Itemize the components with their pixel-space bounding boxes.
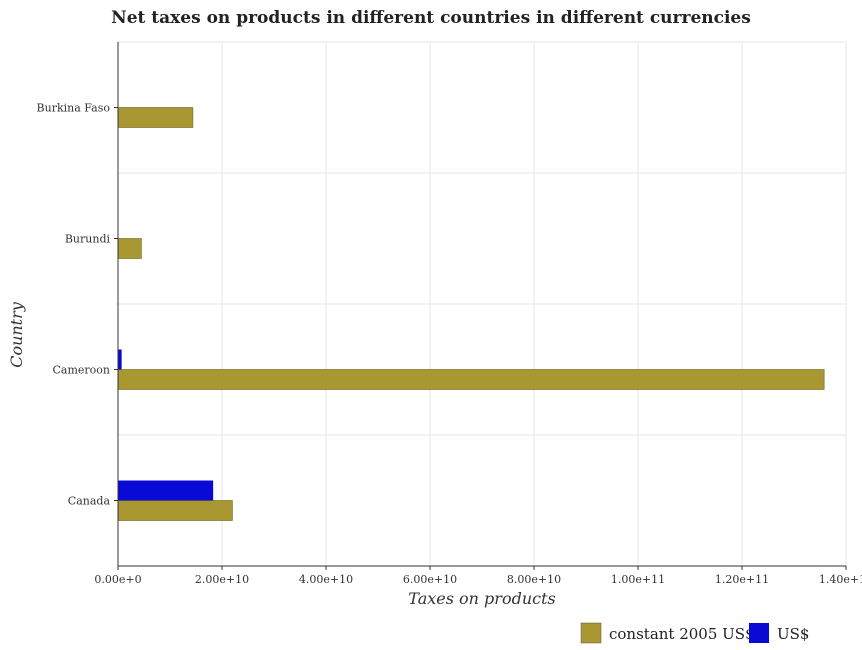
grid — [117, 41, 847, 567]
x-tick-label: 1.20e+11 — [715, 573, 769, 586]
x-tick-label: 8.00e+10 — [507, 573, 561, 586]
x-tick-label: 4.00e+10 — [299, 573, 353, 586]
x-tick-label: 6.00e+10 — [403, 573, 457, 586]
chart-title: Net taxes on products in different count… — [111, 8, 751, 28]
bar-constant-2005 — [117, 238, 142, 259]
y-tick-label: Burkina Faso — [37, 102, 111, 115]
legend-swatch-us-dollar — [749, 623, 769, 643]
bar-us-dollar — [118, 349, 122, 370]
y-tick-label: Burundi — [65, 233, 111, 246]
bar-constant-2005 — [117, 500, 233, 521]
bar-us-dollar — [118, 480, 214, 501]
x-tick-label: 2.00e+10 — [195, 573, 249, 586]
x-axis-title: Taxes on products — [408, 589, 555, 608]
legend-swatch-constant-2005 — [580, 622, 602, 644]
bar-constant-2005 — [117, 369, 825, 390]
legend-label-us-dollar: US$ — [777, 625, 809, 643]
legend-label-constant-2005: constant 2005 US$ — [609, 625, 755, 643]
x-tick-label: 1.40e+11 — [819, 573, 862, 586]
bars — [117, 107, 825, 521]
legend: constant 2005 US$ US$ — [580, 622, 809, 644]
y-tick-label: Cameroon — [52, 364, 110, 377]
x-tick-label: 1.00e+11 — [611, 573, 665, 586]
y-tick-label: Canada — [68, 495, 111, 508]
bar-constant-2005 — [117, 107, 194, 128]
x-tick-label: 0.00e+0 — [94, 573, 141, 586]
y-axis-title: Country — [7, 301, 26, 368]
axes: 0.00e+0 2.00e+10 4.00e+10 6.00e+10 8.00e+10 1… — [37, 42, 862, 586]
